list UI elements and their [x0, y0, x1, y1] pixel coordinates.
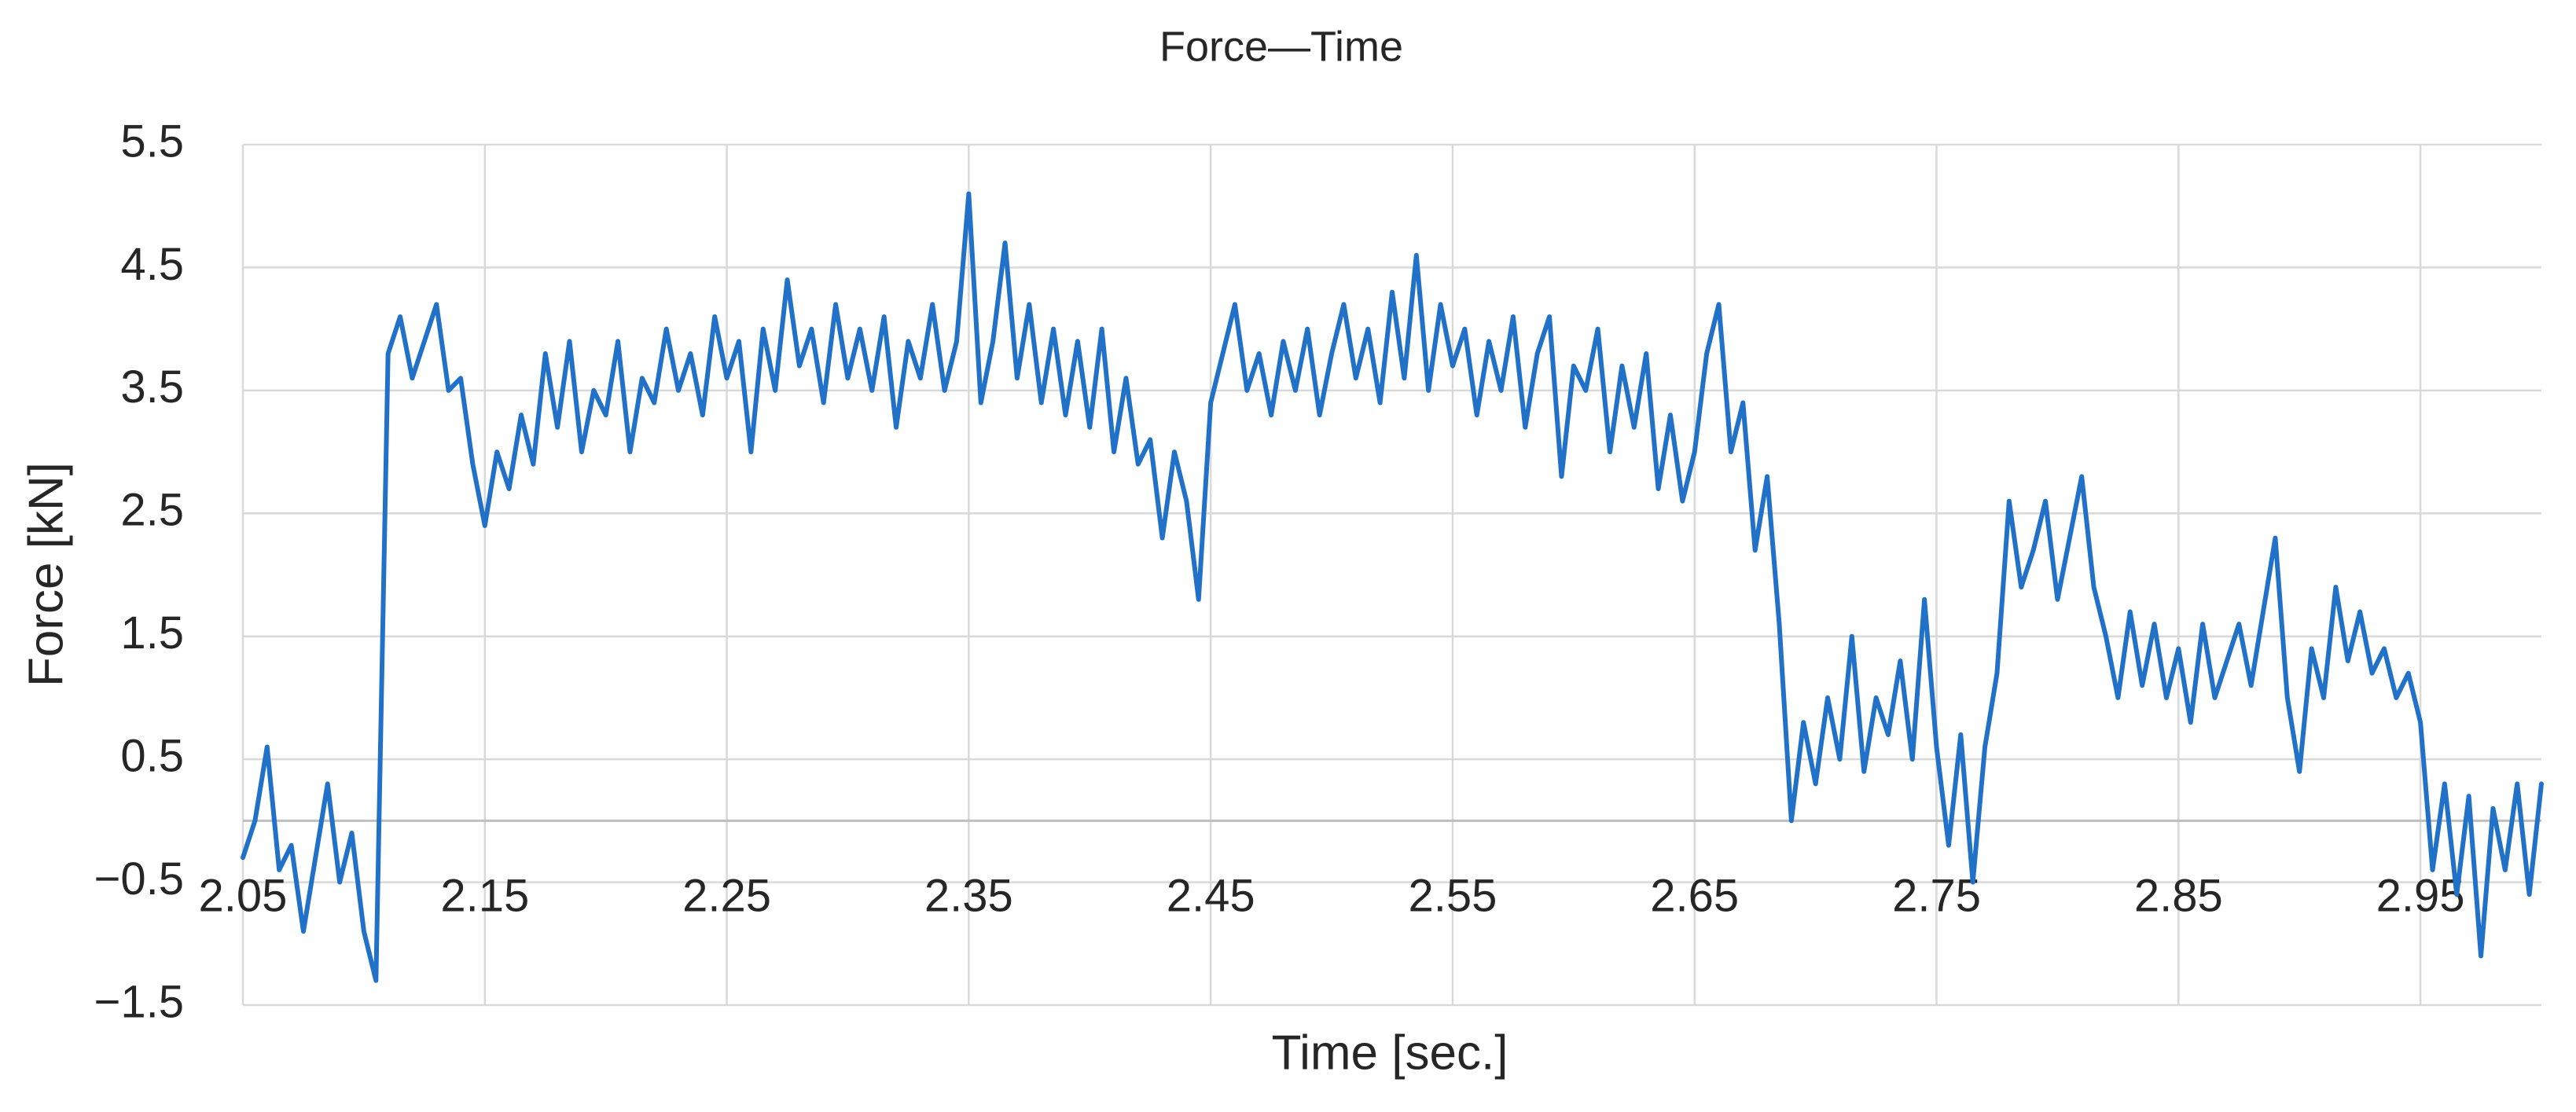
data-line [241, 191, 2544, 983]
x-tick-label: 2.85 [2134, 871, 2223, 922]
y-tick-label: −1.5 [94, 976, 185, 1027]
y-tick-label: 1.5 [120, 607, 184, 659]
y-tick-label: 0.5 [120, 730, 184, 781]
y-tick-label: 5.5 [120, 116, 184, 167]
x-axis-title: Time [sec.] [1272, 1026, 1508, 1080]
x-tick-label: 2.95 [2376, 871, 2465, 922]
y-tick-label: 4.5 [120, 239, 184, 290]
chart-title: Force—Time [1159, 23, 1403, 70]
y-tick-label: 2.5 [120, 485, 184, 536]
x-tick-label: 2.55 [1409, 871, 1497, 922]
y-tick-label: 3.5 [120, 361, 184, 413]
x-tick-label: 2.75 [1892, 871, 1981, 922]
y-tick-label: −0.5 [94, 853, 185, 905]
x-tick-label: 2.05 [199, 871, 288, 922]
x-tick-label: 2.65 [1650, 871, 1739, 922]
y-axis-title: Force [kN] [19, 462, 73, 687]
x-tick-label: 2.15 [440, 871, 529, 922]
x-tick-label: 2.25 [682, 871, 771, 922]
x-tick-label: 2.45 [1167, 871, 1255, 922]
x-tick-label: 2.35 [924, 871, 1013, 922]
